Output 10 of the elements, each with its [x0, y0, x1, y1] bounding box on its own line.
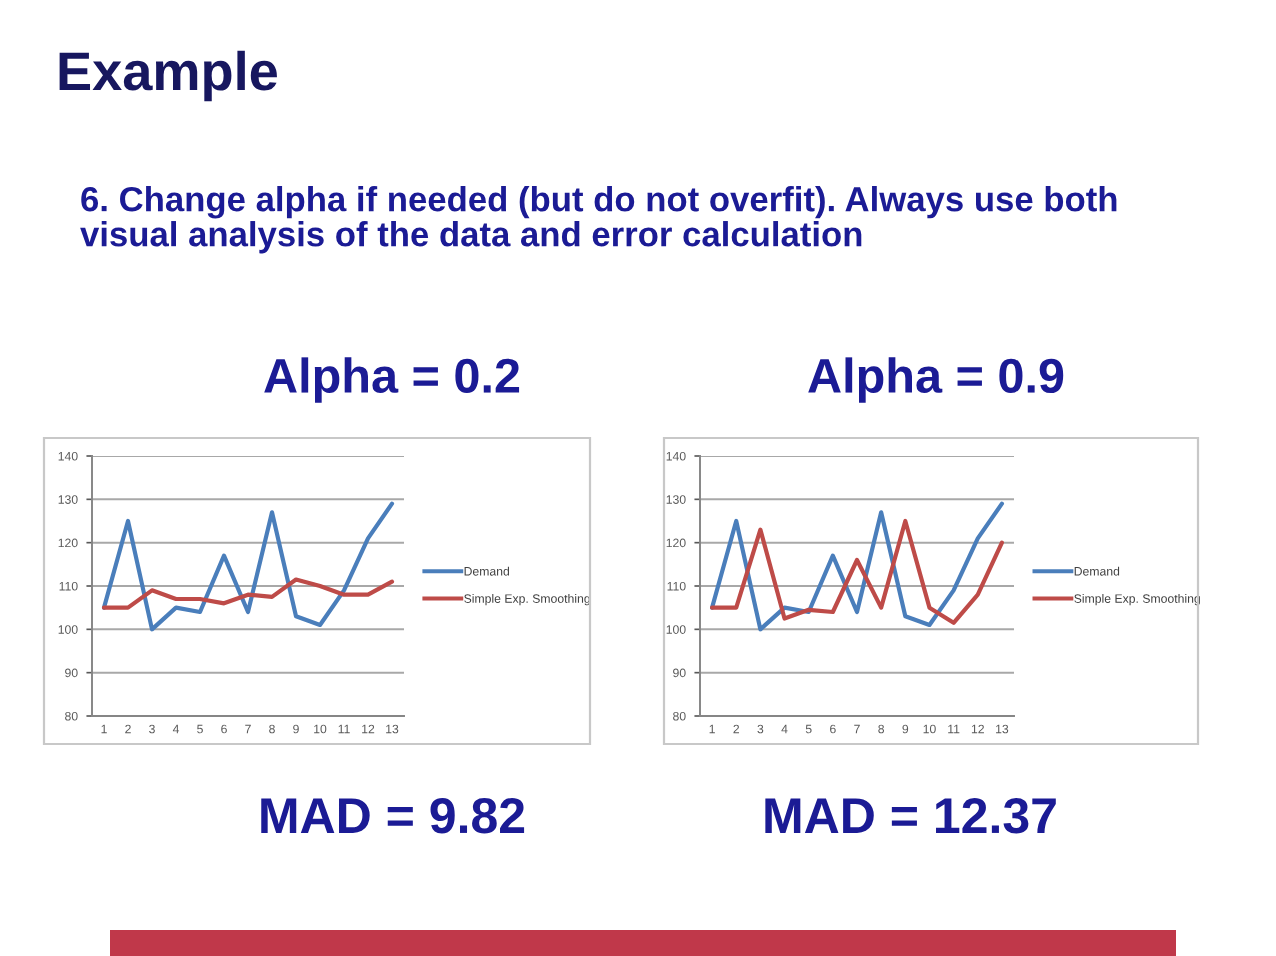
- chart-title: Alpha = 0.2: [264, 357, 520, 403]
- text: MAD = 12.37: [765, 798, 1056, 834]
- text: 6. Change alpha if needed (but do not overfit). Always use both visual analysis of the data and error calculation: [80, 186, 1117, 254]
- text: MAD = 9.82: [261, 798, 525, 834]
- line-series: [709, 518, 1005, 625]
- line-series: [101, 501, 395, 632]
- chart-title: Alpha = 0.9: [808, 357, 1064, 403]
- line-series: [101, 577, 395, 610]
- text: Example: [59, 50, 277, 102]
- line-series: [709, 501, 1005, 632]
